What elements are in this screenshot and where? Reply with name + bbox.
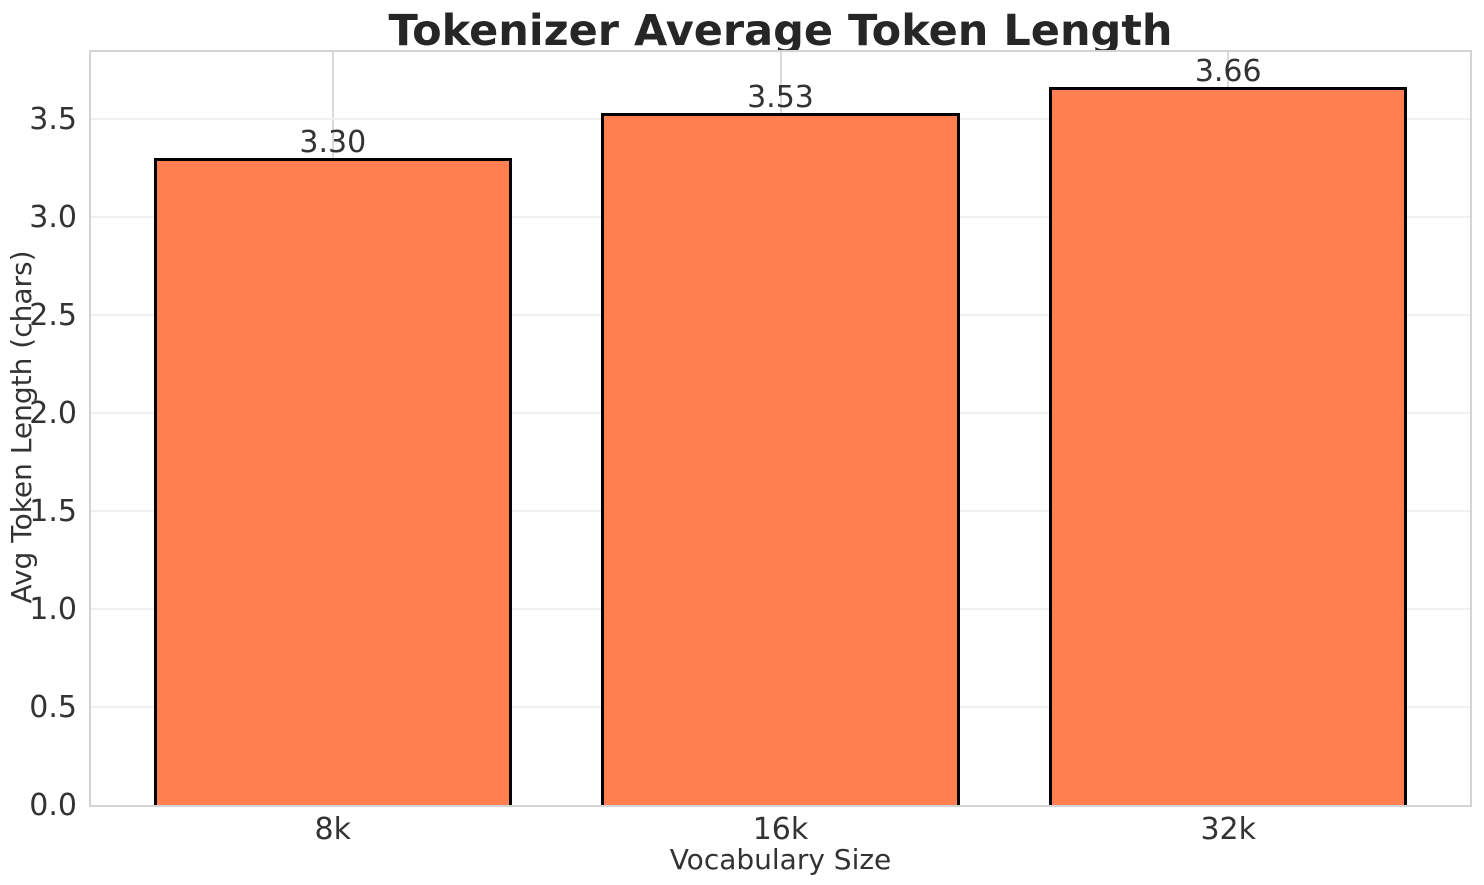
x-tick-label: 8k: [314, 812, 351, 847]
bar-value-label: 3.53: [747, 79, 814, 115]
y-tick-label: 0.5: [29, 689, 77, 725]
x-tick-label: 32k: [1200, 812, 1256, 847]
bar-value-label: 3.66: [1194, 54, 1262, 90]
y-tick-label: 1.5: [29, 493, 77, 529]
bar-8k: [153, 157, 512, 805]
chart-title: Tokenizer Average Token Length: [388, 6, 1173, 56]
bar-value-label: 3.30: [299, 124, 367, 160]
bar-32k: [1049, 87, 1408, 805]
bar-16k: [601, 112, 960, 805]
x-axis-label: Vocabulary Size: [669, 843, 892, 876]
y-tick-label: 1.0: [29, 591, 77, 627]
y-tick-label: 3.5: [29, 101, 77, 137]
y-tick-label: 0.0: [29, 788, 77, 823]
x-tick-label: 16k: [752, 812, 809, 847]
y-tick-label: 3.0: [29, 199, 77, 235]
y-tick-label: 2.5: [29, 297, 77, 333]
plot-area: 3.30 3.53 3.66: [89, 50, 1472, 807]
y-tick-label: 2.0: [29, 395, 77, 431]
